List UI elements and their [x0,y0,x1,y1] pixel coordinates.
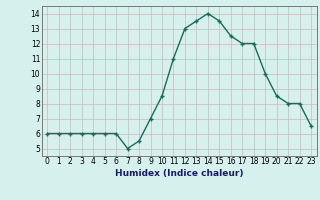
X-axis label: Humidex (Indice chaleur): Humidex (Indice chaleur) [115,169,244,178]
